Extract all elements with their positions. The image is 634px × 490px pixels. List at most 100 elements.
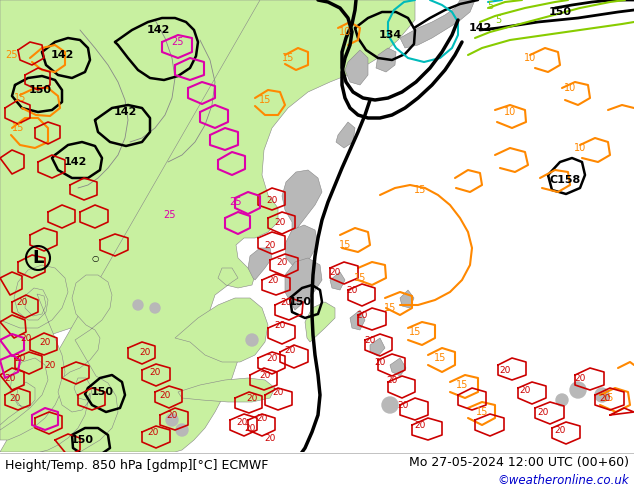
Text: 20: 20 — [39, 338, 51, 346]
Polygon shape — [390, 358, 406, 376]
Text: 20: 20 — [264, 241, 276, 249]
Circle shape — [595, 388, 609, 402]
Text: 142: 142 — [113, 107, 137, 117]
Text: 20: 20 — [554, 425, 566, 435]
Text: 20: 20 — [500, 366, 511, 374]
Text: 15: 15 — [476, 407, 488, 417]
Text: 150: 150 — [548, 7, 571, 17]
Polygon shape — [0, 358, 48, 430]
Text: 20: 20 — [20, 334, 32, 343]
Text: 15: 15 — [456, 380, 468, 390]
Text: 10: 10 — [574, 143, 586, 153]
Text: 20: 20 — [275, 320, 286, 329]
Text: 20: 20 — [4, 373, 16, 383]
Text: 20: 20 — [280, 297, 292, 307]
Text: 15: 15 — [281, 53, 294, 63]
Circle shape — [166, 414, 178, 426]
Text: 20: 20 — [276, 258, 288, 267]
Text: 20: 20 — [599, 393, 611, 402]
Circle shape — [150, 303, 160, 313]
Text: 20: 20 — [365, 336, 376, 344]
Text: 10: 10 — [564, 83, 576, 93]
Circle shape — [133, 300, 143, 310]
Polygon shape — [305, 302, 335, 342]
Polygon shape — [0, 265, 68, 440]
Text: ○: ○ — [91, 253, 99, 263]
Text: 15: 15 — [339, 240, 351, 250]
Text: 20: 20 — [150, 368, 160, 376]
Polygon shape — [248, 248, 272, 280]
Polygon shape — [400, 290, 414, 308]
Text: 142: 142 — [146, 25, 170, 35]
Text: 15: 15 — [14, 93, 26, 103]
Text: 150: 150 — [288, 297, 311, 307]
Polygon shape — [350, 310, 365, 330]
Text: 142: 142 — [469, 23, 492, 33]
Circle shape — [570, 382, 586, 398]
Text: 20: 20 — [356, 311, 368, 319]
Text: 20: 20 — [266, 353, 278, 363]
Polygon shape — [0, 0, 270, 355]
Circle shape — [246, 334, 258, 346]
Circle shape — [176, 424, 188, 436]
Text: 20: 20 — [537, 408, 548, 416]
Text: 20: 20 — [166, 411, 178, 419]
Circle shape — [382, 397, 398, 413]
Polygon shape — [40, 275, 118, 452]
Text: Mo 27-05-2024 12:00 UTC (00+60): Mo 27-05-2024 12:00 UTC (00+60) — [409, 456, 629, 469]
Text: 25: 25 — [164, 210, 176, 220]
Text: 20: 20 — [329, 268, 340, 276]
Text: 25: 25 — [172, 37, 184, 47]
Text: 20: 20 — [259, 370, 271, 379]
Text: C158: C158 — [550, 175, 581, 185]
Text: 20: 20 — [414, 420, 425, 430]
Text: 20: 20 — [247, 393, 257, 402]
Text: 150: 150 — [70, 435, 93, 445]
Text: 20: 20 — [147, 427, 158, 437]
Polygon shape — [178, 378, 275, 402]
Text: 25: 25 — [229, 197, 242, 207]
Polygon shape — [400, 0, 475, 48]
Polygon shape — [0, 0, 415, 452]
Text: 15: 15 — [384, 303, 396, 313]
Text: 15: 15 — [409, 327, 421, 337]
Text: 150: 150 — [29, 85, 51, 95]
Text: 20: 20 — [256, 414, 268, 422]
Text: 5: 5 — [487, 1, 493, 11]
Text: 20: 20 — [236, 417, 248, 426]
Text: 20: 20 — [244, 423, 256, 433]
Text: Height/Temp. 850 hPa [gdmp][°C] ECMWF: Height/Temp. 850 hPa [gdmp][°C] ECMWF — [5, 459, 268, 472]
Text: 10: 10 — [504, 107, 516, 117]
Text: ©weatheronline.co.uk: ©weatheronline.co.uk — [498, 474, 629, 487]
Polygon shape — [285, 258, 322, 310]
Text: 5: 5 — [495, 15, 501, 25]
Polygon shape — [330, 272, 345, 290]
Text: 20: 20 — [44, 361, 56, 369]
Polygon shape — [175, 298, 268, 362]
Text: 20: 20 — [398, 400, 409, 410]
Polygon shape — [345, 50, 368, 85]
Text: 15: 15 — [602, 393, 614, 403]
Text: 20: 20 — [159, 391, 171, 399]
Text: 10: 10 — [524, 53, 536, 63]
Text: 142: 142 — [50, 50, 74, 60]
Text: 134: 134 — [378, 30, 401, 40]
Text: 20: 20 — [574, 373, 586, 383]
Text: 20: 20 — [374, 358, 385, 367]
Text: 15: 15 — [354, 273, 366, 283]
Text: 20: 20 — [519, 386, 531, 394]
Text: 150: 150 — [91, 387, 113, 397]
Text: 20: 20 — [266, 196, 278, 204]
Polygon shape — [285, 225, 318, 272]
Text: 20: 20 — [386, 375, 398, 385]
Polygon shape — [370, 338, 385, 356]
Text: 20: 20 — [275, 218, 286, 226]
Text: 10: 10 — [339, 27, 351, 37]
Text: 20: 20 — [10, 393, 21, 402]
Polygon shape — [336, 122, 355, 148]
Text: 20: 20 — [273, 388, 283, 396]
Text: 15: 15 — [259, 95, 271, 105]
Text: 20: 20 — [346, 286, 358, 294]
Polygon shape — [282, 170, 322, 235]
Text: 15: 15 — [12, 123, 24, 133]
